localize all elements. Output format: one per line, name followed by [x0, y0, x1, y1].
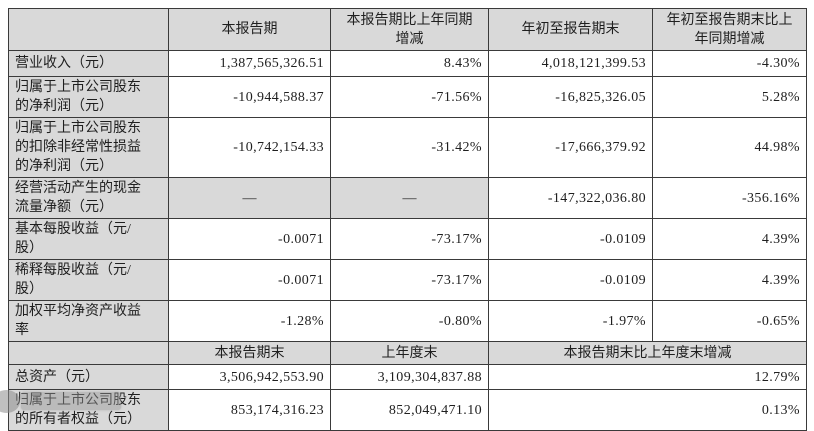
header-ytd: 年初至报告期末	[488, 8, 653, 51]
cell-current: —	[168, 177, 331, 219]
cell-current-change: -73.17%	[330, 218, 489, 260]
report-page: 本报告期 本报告期比上年同期 增减 年初至报告期末 年初至报告期末比上 年同期增…	[0, 8, 807, 431]
table-row-total-assets: 总资产（元） 3,506,942,553.90 3,109,304,837.88…	[8, 364, 807, 390]
cell-ytd-change: -4.30%	[652, 50, 807, 77]
cell-current: -10,742,154.33	[168, 117, 331, 178]
cell-current: -1.28%	[168, 300, 331, 342]
row-label: 总资产（元）	[8, 364, 169, 390]
table-row-owners-equity: 归属于上市公司股东 的所有者权益（元） 853,174,316.23 852,0…	[8, 389, 807, 431]
header2-change: 本报告期末比上年度末增减	[488, 341, 807, 365]
row-label: 归属于上市公司股东 的扣除非经常性损益 的净利润（元）	[8, 117, 169, 178]
cell-change: 12.79%	[488, 364, 807, 390]
cell-ytd: -0.0109	[488, 259, 653, 301]
cell-ytd: -147,322,036.80	[488, 177, 653, 219]
cell-ytd-change: 44.98%	[652, 117, 807, 178]
cell-current-change: -0.80%	[330, 300, 489, 342]
cell-current-change: -31.42%	[330, 117, 489, 178]
cell-ytd: -17,666,379.92	[488, 117, 653, 178]
cell-current: -0.0071	[168, 259, 331, 301]
cell-prior-year-end: 3,109,304,837.88	[330, 364, 489, 390]
cell-ytd: -1.97%	[488, 300, 653, 342]
table-row-revenue: 营业收入（元） 1,387,565,326.51 8.43% 4,018,121…	[8, 50, 807, 77]
watermark	[0, 390, 20, 413]
header-current-period: 本报告期	[168, 8, 331, 51]
cell-period-end: 853,174,316.23	[168, 389, 331, 431]
table-row-net-profit-excl-nonrecurring: 归属于上市公司股东 的扣除非经常性损益 的净利润（元） -10,742,154.…	[8, 117, 807, 178]
watermark	[21, 392, 121, 410]
cell-ytd: 4,018,121,399.53	[488, 50, 653, 77]
table-header-row-bottom: 本报告期末 上年度末 本报告期末比上年度末增减	[8, 341, 807, 365]
cell-current-change: —	[330, 177, 489, 219]
cell-ytd-change: 4.39%	[652, 218, 807, 260]
table-row-diluted-eps: 稀释每股收益（元/ 股） -0.0071 -73.17% -0.0109 4.3…	[8, 259, 807, 301]
row-label: 归属于上市公司股东 的净利润（元）	[8, 76, 169, 118]
cell-change: 0.13%	[488, 389, 807, 431]
table-row-basic-eps: 基本每股收益（元/ 股） -0.0071 -73.17% -0.0109 4.3…	[8, 218, 807, 260]
cell-current: 1,387,565,326.51	[168, 50, 331, 77]
header-corner-cell	[8, 8, 169, 51]
cell-current-change: 8.43%	[330, 50, 489, 77]
cell-ytd: -0.0109	[488, 218, 653, 260]
cell-current-change: -73.17%	[330, 259, 489, 301]
table-row-net-profit: 归属于上市公司股东 的净利润（元） -10,944,588.37 -71.56%…	[8, 76, 807, 118]
row-label: 基本每股收益（元/ 股）	[8, 218, 169, 260]
header2-prior-year-end: 上年度末	[330, 341, 489, 365]
row-label: 加权平均净资产收益 率	[8, 300, 169, 342]
cell-current-change: -71.56%	[330, 76, 489, 118]
cell-ytd: -16,825,326.05	[488, 76, 653, 118]
cell-prior-year-end: 852,049,471.10	[330, 389, 489, 431]
cell-ytd-change: 4.39%	[652, 259, 807, 301]
cell-current: -0.0071	[168, 218, 331, 260]
header-ytd-vs-prior: 年初至报告期末比上 年同期增减	[652, 8, 807, 51]
table-row-operating-cash-flow: 经营活动产生的现金 流量净额（元） — — -147,322,036.80 -3…	[8, 177, 807, 219]
cell-ytd-change: -356.16%	[652, 177, 807, 219]
header-current-vs-prior: 本报告期比上年同期 增减	[330, 8, 489, 51]
cell-current: -10,944,588.37	[168, 76, 331, 118]
row-label: 营业收入（元）	[8, 50, 169, 77]
cell-period-end: 3,506,942,553.90	[168, 364, 331, 390]
cell-ytd-change: 5.28%	[652, 76, 807, 118]
header2-period-end: 本报告期末	[168, 341, 331, 365]
table-row-weighted-avg-roe: 加权平均净资产收益 率 -1.28% -0.80% -1.97% -0.65%	[8, 300, 807, 342]
financial-summary-table: 本报告期 本报告期比上年同期 增减 年初至报告期末 年初至报告期末比上 年同期增…	[8, 8, 807, 431]
row-label: 稀释每股收益（元/ 股）	[8, 259, 169, 301]
table-header-row-top: 本报告期 本报告期比上年同期 增减 年初至报告期末 年初至报告期末比上 年同期增…	[8, 8, 807, 51]
cell-ytd-change: -0.65%	[652, 300, 807, 342]
row-label: 经营活动产生的现金 流量净额（元）	[8, 177, 169, 219]
header2-corner-cell	[8, 341, 169, 365]
